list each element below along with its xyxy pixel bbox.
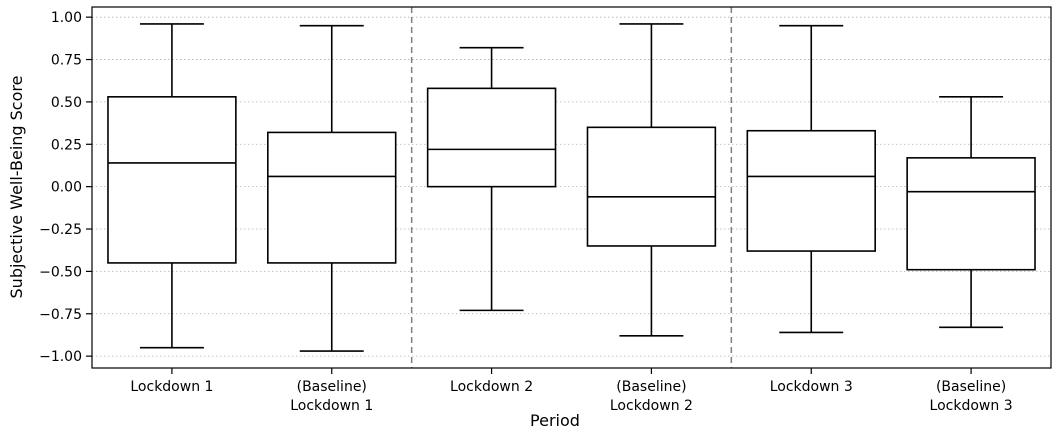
- x-tick-label: (Baseline): [297, 379, 367, 395]
- y-tick-label: −0.25: [39, 222, 82, 238]
- x-tick-label: Lockdown 2: [450, 379, 533, 395]
- y-tick-label: −0.50: [39, 264, 82, 280]
- box: [267, 131, 397, 264]
- x-tick-label: Lockdown 3: [930, 398, 1013, 414]
- box: [586, 126, 717, 247]
- box: [746, 129, 876, 252]
- x-tick-label: Lockdown 2: [610, 398, 693, 414]
- x-tick-label: (Baseline): [616, 379, 686, 395]
- x-tick-label: Lockdown 3: [770, 379, 853, 395]
- y-tick-label: −1.00: [39, 349, 82, 365]
- y-tick-label: −0.75: [39, 307, 82, 323]
- y-tick-label: 1.00: [51, 10, 82, 26]
- box: [426, 87, 557, 188]
- box: [107, 96, 237, 264]
- x-tick-label: Lockdown 1: [290, 398, 373, 414]
- y-tick-label: 0.50: [51, 95, 82, 111]
- x-tick-label: Lockdown 1: [130, 379, 213, 395]
- y-axis-label: Subjective Well-Being Score: [7, 76, 26, 299]
- y-tick-label: 0.25: [51, 137, 82, 153]
- box: [906, 157, 1036, 271]
- y-tick-label: 0.00: [51, 180, 82, 196]
- x-axis-label: Period: [530, 411, 580, 430]
- y-tick-label: 0.75: [51, 53, 82, 69]
- x-tick-label: (Baseline): [936, 379, 1006, 395]
- plot-frame: [91, 6, 1052, 369]
